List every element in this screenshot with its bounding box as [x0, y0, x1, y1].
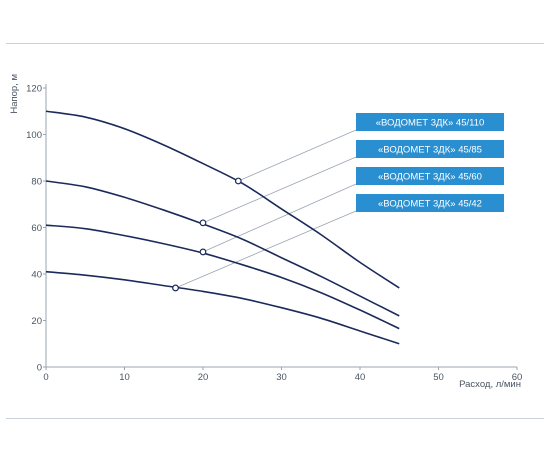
- curve-markers: [172, 177, 242, 292]
- series-line: [45, 180, 400, 317]
- x-tick-label: 0: [43, 372, 48, 383]
- series-marker: [234, 177, 242, 185]
- legend: «ВОДОМЕТ 3ДК» 45/110 «ВОДОМЕТ 3ДК» 45/85 «…: [356, 113, 504, 212]
- x-tick-label: 50: [433, 372, 444, 383]
- legend-label: «ВОДОМЕТ 3ДК» 45/60: [378, 172, 482, 183]
- legend-label: «ВОДОМЕТ 3ДК» 45/110: [376, 118, 485, 129]
- x-tick-label: 20: [198, 372, 209, 383]
- leader-line: [202, 183, 357, 253]
- top-divider: [6, 43, 544, 44]
- y-tick-label: 0: [37, 363, 42, 374]
- x-axis-title: Расход, л/мин: [459, 379, 521, 390]
- legend-box: [356, 113, 504, 131]
- series-line: [45, 270, 400, 345]
- x-tick-label: 10: [119, 372, 130, 383]
- x-tick-label: 30: [276, 372, 287, 383]
- series-marker: [199, 248, 207, 256]
- y-tick-label: 20: [31, 316, 42, 327]
- series-marker: [199, 219, 207, 227]
- x-tick-label: 60: [512, 372, 523, 383]
- leader-line: [202, 156, 357, 224]
- y-tick-label: 120: [26, 84, 42, 95]
- curves: [45, 110, 400, 345]
- legend-box: [356, 140, 504, 158]
- series-line: [45, 224, 400, 330]
- y-tick-label: 40: [31, 270, 42, 281]
- bottom-divider: [6, 418, 544, 419]
- y-tick-label: 100: [26, 130, 42, 141]
- x-tick-label: 40: [355, 372, 366, 383]
- leader-line: [238, 129, 357, 182]
- leader-lines: [175, 129, 357, 289]
- legend-label: «ВОДОМЕТ 3ДК» 45/85: [378, 145, 482, 156]
- y-tick-label: 80: [31, 177, 42, 188]
- legend-label: «ВОДОМЕТ 3ДК» 45/42: [378, 199, 482, 210]
- legend-box: [356, 194, 504, 212]
- y-axis-title: Напор, м: [9, 74, 20, 114]
- series-line: [45, 110, 400, 289]
- legend-box: [356, 167, 504, 185]
- series-marker: [172, 284, 179, 292]
- y-tick-label: 60: [31, 223, 42, 234]
